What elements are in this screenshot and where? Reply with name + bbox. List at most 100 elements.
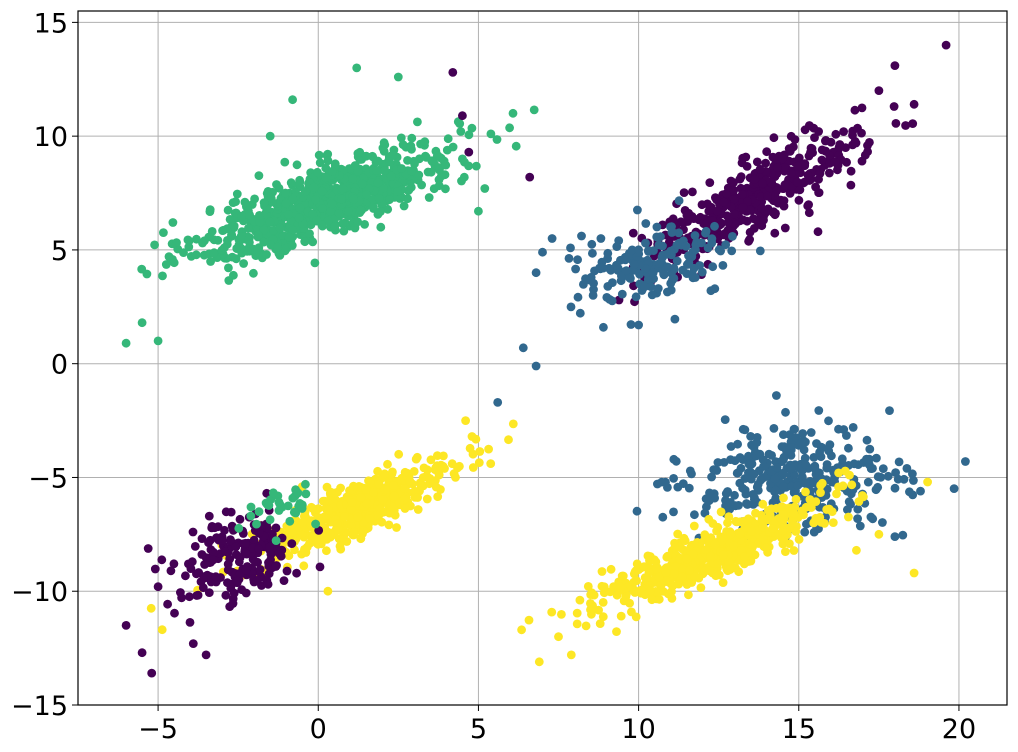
data-point [729,209,739,219]
data-point [380,469,390,479]
data-point [441,160,451,170]
data-point [722,189,731,198]
data-point [684,483,694,493]
data-point [901,121,910,130]
data-point [426,455,436,465]
data-point [317,220,327,230]
data-point [518,343,528,353]
data-point [181,571,190,581]
data-point [531,268,541,278]
data-point [721,240,731,250]
data-point [166,566,176,576]
data-point [193,590,203,600]
data-point [426,167,436,177]
data-point [250,557,260,567]
data-point [804,208,814,218]
data-point [786,146,795,155]
data-point [396,133,406,143]
data-point [315,562,325,572]
data-point [349,481,358,491]
data-point [274,183,284,193]
data-point [467,123,477,133]
data-point [581,621,591,631]
data-point [422,494,432,504]
data-point [221,547,231,556]
data-point [467,432,477,441]
data-point [710,284,720,294]
data-point [211,572,221,582]
data-point [146,603,156,613]
data-point [434,181,444,191]
data-point [266,240,276,250]
data-point [231,542,241,552]
data-point [188,639,198,648]
data-point [387,151,397,160]
data-point [726,442,736,451]
data-point [337,194,346,204]
data-point [758,178,767,188]
data-point [323,149,333,159]
data-point [529,105,539,115]
data-point [798,429,808,438]
data-point [827,451,836,461]
data-point [705,178,715,188]
data-point [338,184,348,194]
data-point [241,565,251,575]
data-point [737,190,747,200]
data-point [204,511,214,521]
data-point [814,174,823,184]
data-point [185,618,195,627]
data-point [796,438,806,448]
data-point [711,571,721,581]
data-point [169,258,179,268]
data-point [253,245,262,255]
data-point [384,520,394,530]
x-tick-label: −5 [138,714,178,745]
data-point [629,260,639,269]
data-point [735,529,745,539]
data-point [832,489,841,499]
data-point [716,246,725,256]
y-tick-label: 15 [34,8,68,39]
data-point [681,242,691,251]
data-point [492,135,502,144]
data-point [608,278,617,287]
data-point [262,250,271,259]
data-point [672,240,682,250]
data-point [191,250,201,260]
data-point [435,165,444,175]
data-point [891,119,901,128]
data-point [817,145,827,155]
x-tick-label: 5 [470,714,487,745]
data-point [603,248,613,258]
data-point [712,466,722,475]
data-point [286,178,296,188]
data-point [456,127,466,136]
data-point [830,157,840,167]
data-point [647,595,657,605]
data-point [789,509,799,519]
data-point [252,519,261,529]
data-point [385,195,394,205]
data-point [899,474,909,484]
data-point [525,172,535,182]
data-point [720,230,729,240]
data-point [902,464,912,473]
data-point [786,168,796,178]
data-point [275,223,285,233]
data-point [292,568,301,578]
data-point [164,252,174,261]
data-point [618,571,628,581]
data-point [255,211,264,220]
data-point [718,261,728,270]
data-point [874,529,884,539]
data-point [305,539,314,548]
data-point [720,415,730,424]
data-point [169,559,179,569]
data-point [890,532,900,541]
data-point [758,455,768,464]
data-point [218,226,228,236]
data-point [729,541,739,551]
data-point [404,185,414,195]
